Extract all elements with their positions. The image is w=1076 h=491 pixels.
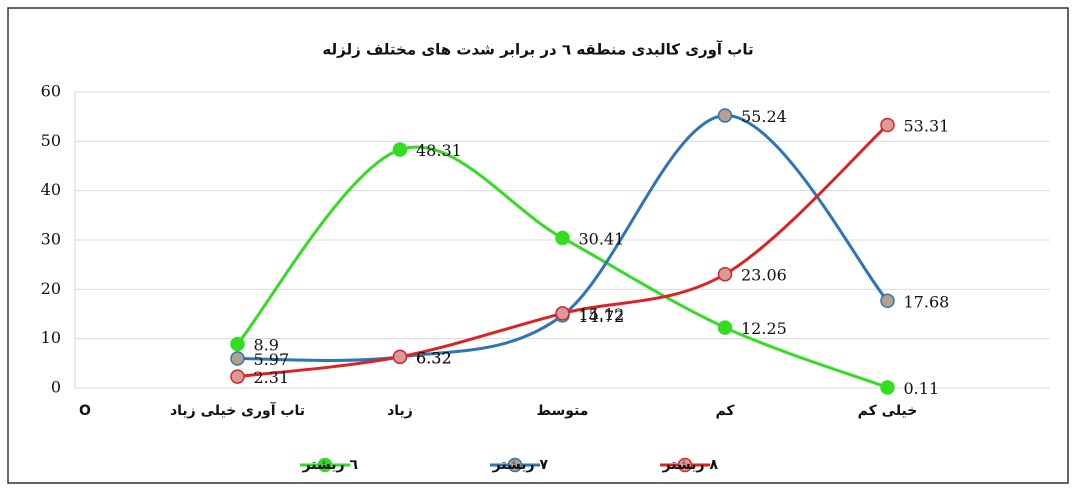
legend-marker <box>677 457 693 473</box>
data-label: 0.11 <box>904 379 940 398</box>
legend-label: ٨ ریشتر <box>662 457 719 473</box>
data-label: 55.24 <box>741 107 787 126</box>
data-label: 23.06 <box>741 266 787 285</box>
data-point <box>392 349 408 365</box>
data-label: 12.25 <box>741 319 787 338</box>
data-point <box>880 293 895 309</box>
data-label: 48.31 <box>416 141 462 160</box>
data-point <box>230 369 245 384</box>
data-label: 8.9 <box>254 336 279 355</box>
y-tick-label: 50 <box>41 131 61 150</box>
y-tick-label: 30 <box>41 230 61 249</box>
data-label: 6.32 <box>416 348 452 367</box>
data-label: 15.12 <box>579 305 625 324</box>
data-point <box>880 380 895 395</box>
legend-marker <box>507 457 523 473</box>
data-point <box>555 306 570 321</box>
y-tick-label: 10 <box>41 328 61 347</box>
y-tick-label: 20 <box>41 279 61 298</box>
legend-marker <box>317 457 333 473</box>
data-label: 17.68 <box>904 292 950 311</box>
data-label: 5.97 <box>254 350 290 369</box>
x-tick-label: متوسط <box>537 403 589 419</box>
x-tick-label: خیلی کم <box>858 403 918 419</box>
series-line <box>236 145 889 389</box>
legend-label: ٦ ریشتر <box>302 457 359 473</box>
data-label: 53.31 <box>904 117 950 136</box>
x-tick-label: کم <box>715 403 735 419</box>
y-tick-label: 0 <box>51 378 61 397</box>
data-label: 2.31 <box>254 368 290 387</box>
y-tick-label: 40 <box>41 180 61 199</box>
data-point <box>880 117 895 133</box>
series-line <box>237 113 889 362</box>
x-tick-label: O <box>79 403 91 419</box>
chart-frame <box>7 7 1069 484</box>
legend-label: ٧ ریشتر <box>492 457 549 473</box>
x-tick-label: زیاد <box>387 403 413 419</box>
x-tick-label: تاب آوری خیلی زیاد <box>170 401 305 419</box>
data-point <box>717 320 733 335</box>
data-label: 30.41 <box>579 229 625 248</box>
data-point <box>717 266 733 282</box>
chart-title: تاب آوری کالبدی منطقه ٦ در برابر شدت های… <box>322 41 753 59</box>
data-point <box>717 108 733 123</box>
data-point <box>555 230 570 246</box>
data-label: 6.32 <box>416 348 452 367</box>
data-point <box>392 142 408 157</box>
data-label: 14.72 <box>579 307 625 326</box>
y-tick-label: 60 <box>41 82 61 101</box>
data-point <box>230 351 245 366</box>
data-point <box>230 336 245 352</box>
